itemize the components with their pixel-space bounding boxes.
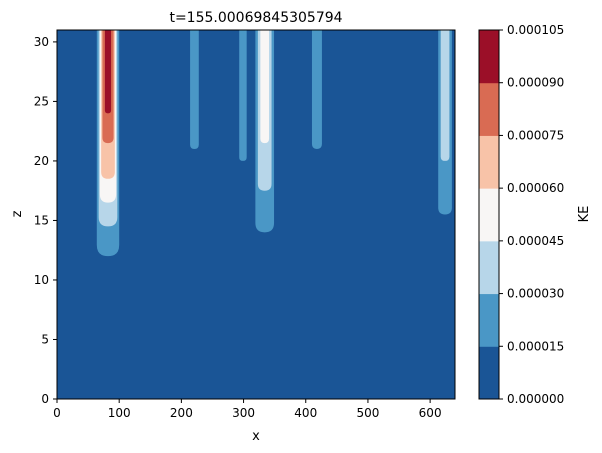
- y-tick-label: 5: [41, 332, 49, 346]
- colorbar-tick-label: 0.000045: [507, 234, 564, 248]
- contour-band: [190, 30, 199, 150]
- contour-band: [239, 30, 247, 161]
- y-tick-label: 0: [41, 392, 49, 406]
- y-tick-label: 15: [34, 213, 49, 227]
- colorbar-tick-label: 0.000030: [507, 287, 564, 301]
- plot-frame: [56, 29, 456, 400]
- colorbar-segment: [479, 346, 499, 400]
- x-tick-label: 500: [356, 406, 379, 420]
- x-tick-label: 0: [53, 406, 61, 420]
- x-tick-label: 400: [294, 406, 317, 420]
- x-tick-label: 200: [170, 406, 193, 420]
- contour-band: [260, 30, 270, 144]
- colorbar-tick-label: 0.000075: [507, 128, 564, 142]
- contour-band: [440, 30, 450, 161]
- chart-title: t=155.00069845305794: [169, 10, 342, 26]
- contour-band: [311, 30, 322, 150]
- colorbar-frame: [478, 29, 500, 400]
- y-tick-label: 10: [34, 273, 49, 287]
- x-tick-label: 300: [232, 406, 255, 420]
- colorbar: 0.000000 0.000015 0.000030 0.000045 0.000060…: [478, 23, 564, 406]
- x-axis: 0 100 200 300 400 500 600: [53, 399, 442, 420]
- colorbar-segment: [479, 30, 499, 84]
- y-axis-label: z: [10, 210, 25, 217]
- y-tick-label: 20: [34, 154, 49, 168]
- colorbar-tick-label: 0.000000: [507, 392, 564, 406]
- y-axis: 0 5 10 15 20 25 30: [34, 35, 57, 406]
- contour-band: [104, 30, 112, 114]
- colorbar-segment: [479, 188, 499, 242]
- x-tick-label: 100: [108, 406, 131, 420]
- colorbar-tick-label: 0.000090: [507, 76, 564, 90]
- contour-plumes: [96, 30, 452, 257]
- colorbar-tick-label: 0.000105: [507, 23, 564, 37]
- colorbar-segment: [479, 240, 499, 295]
- contour-plume: [190, 30, 199, 150]
- contour-plume: [438, 30, 452, 215]
- y-tick-label: 25: [34, 94, 49, 108]
- contour-plume: [311, 30, 322, 150]
- colorbar-segment: [479, 82, 499, 136]
- colorbar-segment: [479, 293, 499, 347]
- colorbar-tick-label: 0.000015: [507, 339, 564, 353]
- colorbar-label: KE: [577, 206, 592, 223]
- x-tick-label: 600: [419, 406, 442, 420]
- contour-plume: [255, 30, 275, 233]
- colorbar-tick-label: 0.000060: [507, 181, 564, 195]
- colorbar-segment: [479, 135, 499, 189]
- plot-area: [56, 29, 456, 400]
- contour-plume: [239, 30, 247, 161]
- y-tick-label: 30: [34, 35, 49, 49]
- contour-plume: [96, 30, 120, 257]
- x-axis-label: x: [252, 429, 260, 444]
